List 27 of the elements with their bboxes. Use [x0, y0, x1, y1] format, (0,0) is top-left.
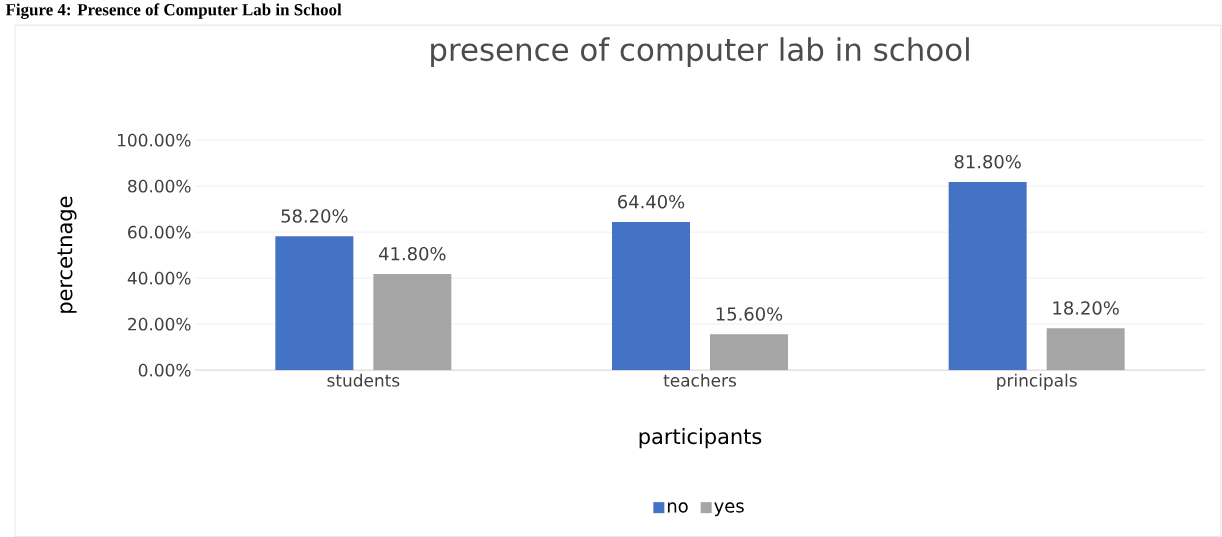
bar — [948, 181, 1027, 371]
y-axis-title: percetnage — [57, 196, 77, 313]
y-tick-label: 0.00% — [138, 363, 191, 377]
data-label: 41.80% — [379, 246, 446, 261]
bar — [710, 334, 788, 371]
bar — [275, 236, 354, 371]
y-tick-label: 40.00% — [127, 271, 191, 285]
x-tick-label: teachers — [663, 373, 737, 387]
data-label: 81.80% — [954, 154, 1021, 169]
chart-title: presence of computer lab in school — [431, 37, 969, 68]
data-label: 18.20% — [1053, 301, 1119, 315]
bar — [1046, 328, 1125, 371]
data-label: 58.20% — [281, 209, 348, 223]
caption: Figure 4: Presence of Computer Lab in School — [5, 3, 342, 19]
bar — [373, 273, 452, 371]
x-axis-title: participants — [639, 427, 762, 449]
legend-label: yes — [714, 502, 744, 517]
x-tick-label: principals — [997, 373, 1077, 390]
y-tick-label: 80.00% — [128, 179, 191, 193]
data-label: 64.40% — [618, 194, 685, 209]
y-tick-label: 100.00% — [118, 133, 191, 147]
data-label: 15.60% — [716, 307, 783, 321]
y-tick-label: 20.00% — [128, 317, 191, 331]
bar — [612, 221, 690, 371]
x-tick-label: students — [327, 373, 400, 387]
legend-label: no — [667, 502, 688, 513]
y-tick-label: 60.00% — [128, 225, 191, 239]
